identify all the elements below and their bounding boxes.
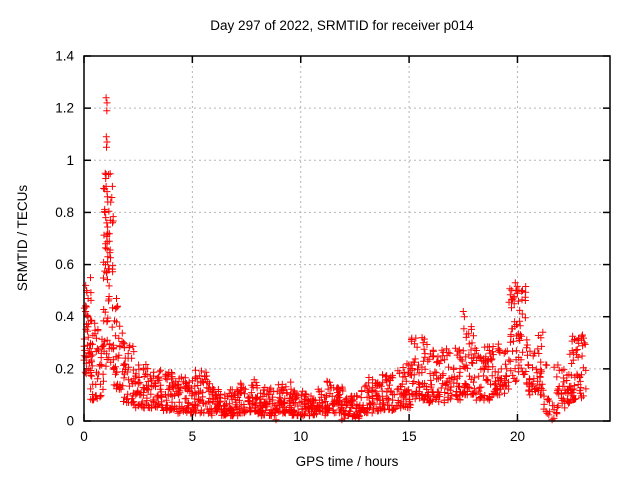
svg-text:1.2: 1.2 <box>55 101 74 116</box>
svg-text:0.8: 0.8 <box>55 205 74 220</box>
x-axis-label: GPS time / hours <box>296 454 399 469</box>
data-points <box>80 94 590 424</box>
plot-border <box>83 55 611 422</box>
svg-text:0: 0 <box>80 429 88 444</box>
svg-text:10: 10 <box>293 429 308 444</box>
svg-text:1: 1 <box>66 153 74 168</box>
svg-text:15: 15 <box>402 429 417 444</box>
svg-text:0.4: 0.4 <box>55 309 74 324</box>
svg-text:5: 5 <box>189 429 197 444</box>
tick-labels: 0 5 10 15 20 0 0.2 0.4 0.6 0.8 1 1.2 1.4 <box>55 49 525 445</box>
svg-text:0.2: 0.2 <box>55 361 74 376</box>
svg-text:0: 0 <box>66 414 74 429</box>
axis-ticks <box>83 55 610 422</box>
svg-text:20: 20 <box>510 429 525 444</box>
gridlines <box>84 56 610 421</box>
svg-text:1.4: 1.4 <box>55 49 74 64</box>
y-axis-label: SRMTID / TECUs <box>15 185 30 292</box>
chart-title: Day 297 of 2022, SRMTID for receiver p01… <box>210 18 474 33</box>
svg-text:0.6: 0.6 <box>55 257 74 272</box>
